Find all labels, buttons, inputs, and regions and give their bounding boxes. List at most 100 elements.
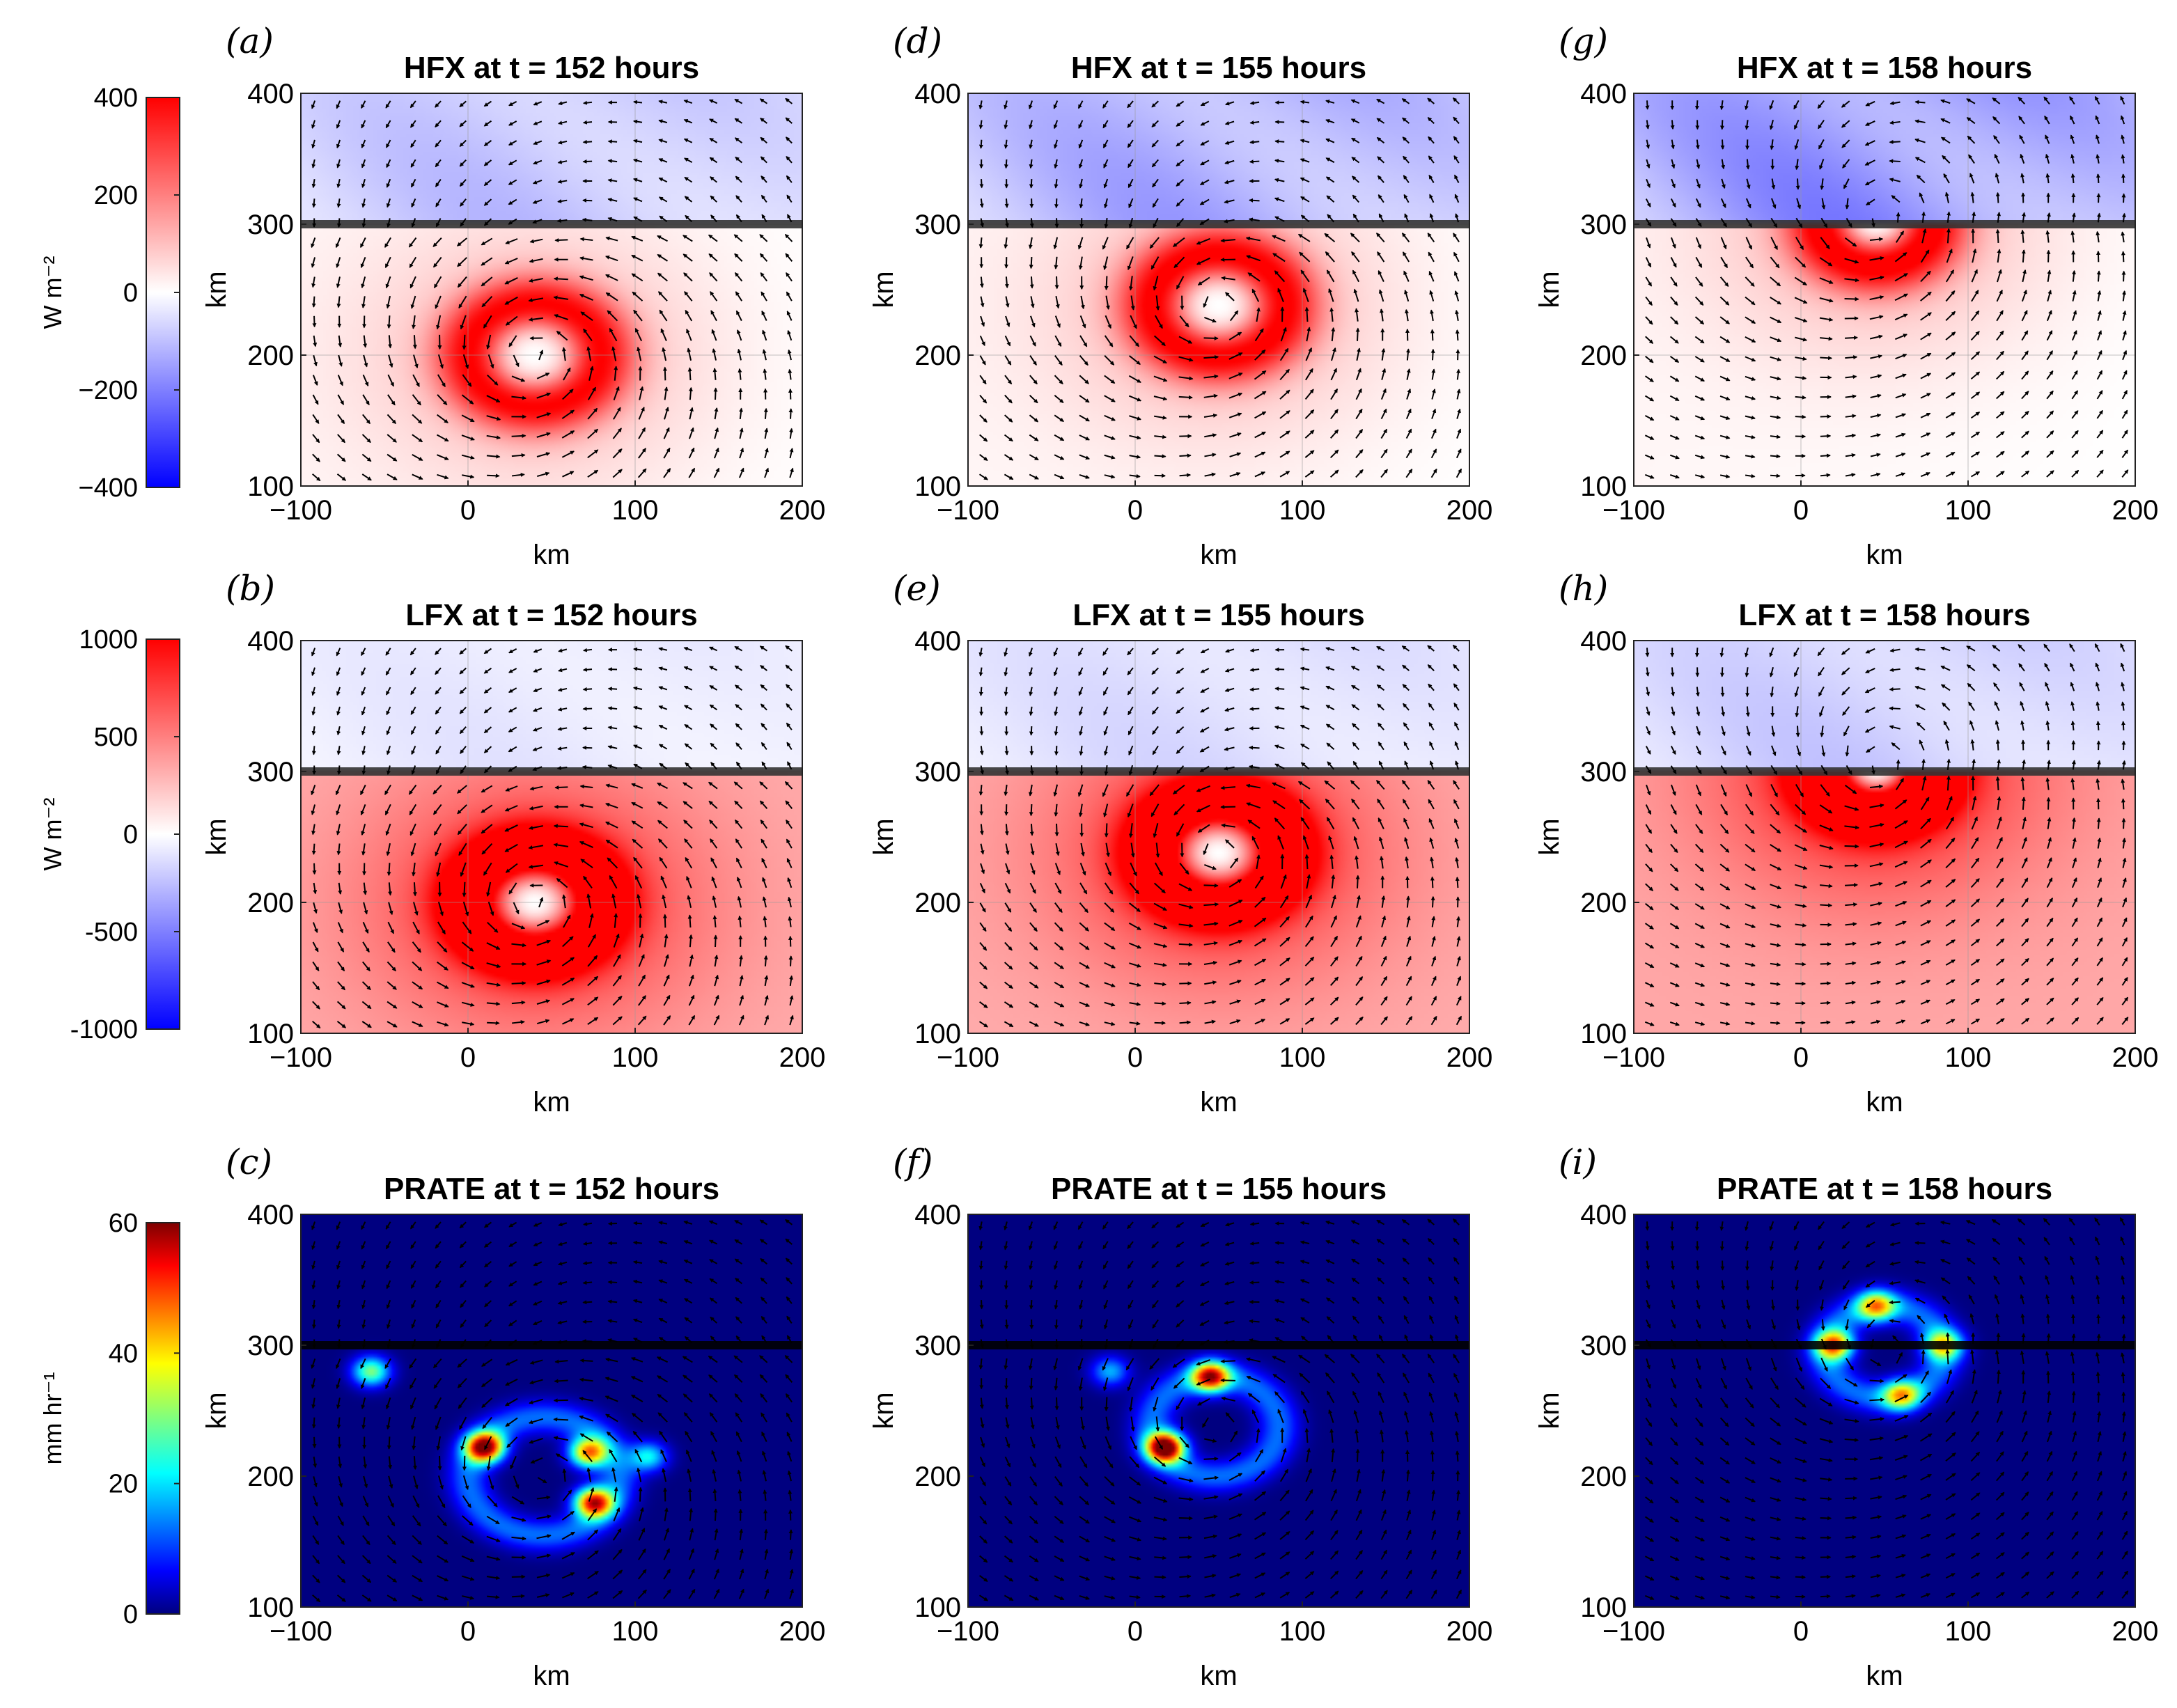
wind-arrow — [336, 1339, 341, 1349]
wind-arrow — [508, 100, 517, 107]
wind-arrow — [311, 1417, 316, 1429]
wind-arrow — [336, 765, 341, 775]
wind-arrow — [607, 310, 618, 322]
wind-arrow — [2045, 1313, 2050, 1324]
wind-arrow — [709, 118, 718, 124]
wind-arrow — [979, 179, 984, 189]
wind-arrow — [686, 328, 692, 341]
wind-arrow — [1274, 139, 1285, 144]
y-tick-label: 300 — [1580, 757, 1627, 788]
wind-arrow — [483, 140, 492, 147]
colorbar-lfx-label: W m⁻² — [38, 798, 67, 871]
wind-arrow — [713, 447, 719, 459]
wind-arrow — [435, 295, 442, 309]
wind-arrow — [1845, 902, 1858, 907]
wind-arrow — [1996, 1369, 2001, 1384]
wind-arrow — [760, 175, 767, 183]
wind-arrow — [1770, 454, 1781, 459]
wind-arrow — [461, 394, 474, 405]
x-axis-label: km — [533, 1087, 570, 1118]
wind-arrow — [637, 346, 642, 361]
wind-arrow — [433, 276, 442, 289]
y-tick-label: 100 — [914, 1592, 961, 1623]
wind-arrow — [410, 295, 416, 309]
wind-arrow — [607, 1221, 618, 1226]
wind-arrow — [713, 1508, 718, 1521]
wind-arrow — [412, 414, 423, 424]
wind-arrow — [411, 198, 416, 208]
wind-arrow — [532, 219, 543, 224]
y-axis-label: km — [868, 1392, 899, 1429]
y-tick-label: 200 — [914, 888, 961, 918]
wind-arrow — [436, 434, 449, 442]
wind-arrow — [1795, 395, 1807, 400]
wind-arrow — [714, 407, 719, 420]
wind-arrow — [2121, 817, 2126, 829]
wind-arrow — [361, 473, 372, 481]
wind-arrow — [311, 237, 316, 249]
wind-arrow — [384, 237, 391, 248]
wind-arrow — [1304, 306, 1309, 322]
wind-arrow — [409, 276, 416, 289]
wind-arrow — [436, 315, 442, 330]
wind-arrow — [359, 237, 366, 249]
wind-arrow — [684, 196, 693, 203]
wind-arrow — [1220, 1378, 1236, 1383]
wind-arrow — [684, 291, 693, 301]
wind-arrow — [657, 272, 668, 282]
wind-arrow — [1178, 1516, 1194, 1521]
wind-arrow — [385, 120, 391, 129]
wind-arrow — [1178, 942, 1193, 947]
wind-arrow — [1745, 1260, 1749, 1271]
wind-arrow — [663, 427, 670, 439]
x-tick-label: 0 — [1793, 1042, 1809, 1073]
wind-arrow — [312, 453, 320, 462]
panel-letter: (c) — [226, 1142, 272, 1182]
y-tick-label: 400 — [1580, 626, 1627, 657]
wind-arrow — [1995, 228, 2000, 244]
wind-arrow — [1670, 667, 1675, 677]
wind-arrow — [1274, 1241, 1285, 1246]
colorbar-prate-tick: 20 — [109, 1470, 138, 1499]
x-tick-label: 0 — [1793, 495, 1809, 526]
wind-arrow — [710, 214, 717, 223]
wind-arrow — [1795, 942, 1807, 947]
wind-arrow — [483, 159, 492, 166]
wind-arrow — [764, 467, 770, 478]
wind-arrow — [336, 178, 341, 189]
wind-arrow — [312, 1436, 317, 1449]
colorbar-hfx-tick: 200 — [94, 181, 138, 210]
wind-arrow — [579, 237, 593, 242]
wind-arrow — [2046, 1333, 2051, 1344]
wind-arrow — [979, 1300, 984, 1310]
x-axis-label: km — [1866, 1661, 1903, 1691]
wind-arrow — [586, 346, 592, 361]
wind-arrow — [613, 386, 620, 400]
wind-arrow — [1995, 191, 2000, 203]
wind-arrow — [1004, 746, 1009, 755]
wind-arrow — [457, 237, 467, 246]
wind-arrow — [1249, 1260, 1260, 1265]
wind-arrow — [486, 434, 501, 440]
x-tick-label: 0 — [460, 495, 476, 526]
y-tick-label: 100 — [247, 471, 294, 502]
wind-arrow — [685, 309, 693, 322]
x-axis-label: km — [533, 540, 570, 570]
wind-arrow — [311, 296, 316, 308]
wind-arrow — [1004, 198, 1009, 208]
y-tick-label: 100 — [1580, 1019, 1627, 1049]
wind-arrow — [638, 448, 646, 459]
x-tick-label: 100 — [1945, 1616, 1992, 1647]
wind-arrow — [1249, 1241, 1260, 1246]
wind-arrow — [687, 347, 692, 361]
wind-arrow — [335, 237, 341, 249]
wind-arrow — [582, 667, 593, 672]
wind-arrow — [536, 452, 551, 457]
wind-arrow — [337, 394, 345, 405]
wind-arrow — [759, 253, 768, 262]
wind-arrow — [1845, 1515, 1857, 1520]
x-tick-label: 0 — [460, 1616, 476, 1647]
x-axis-label: km — [1200, 540, 1237, 570]
